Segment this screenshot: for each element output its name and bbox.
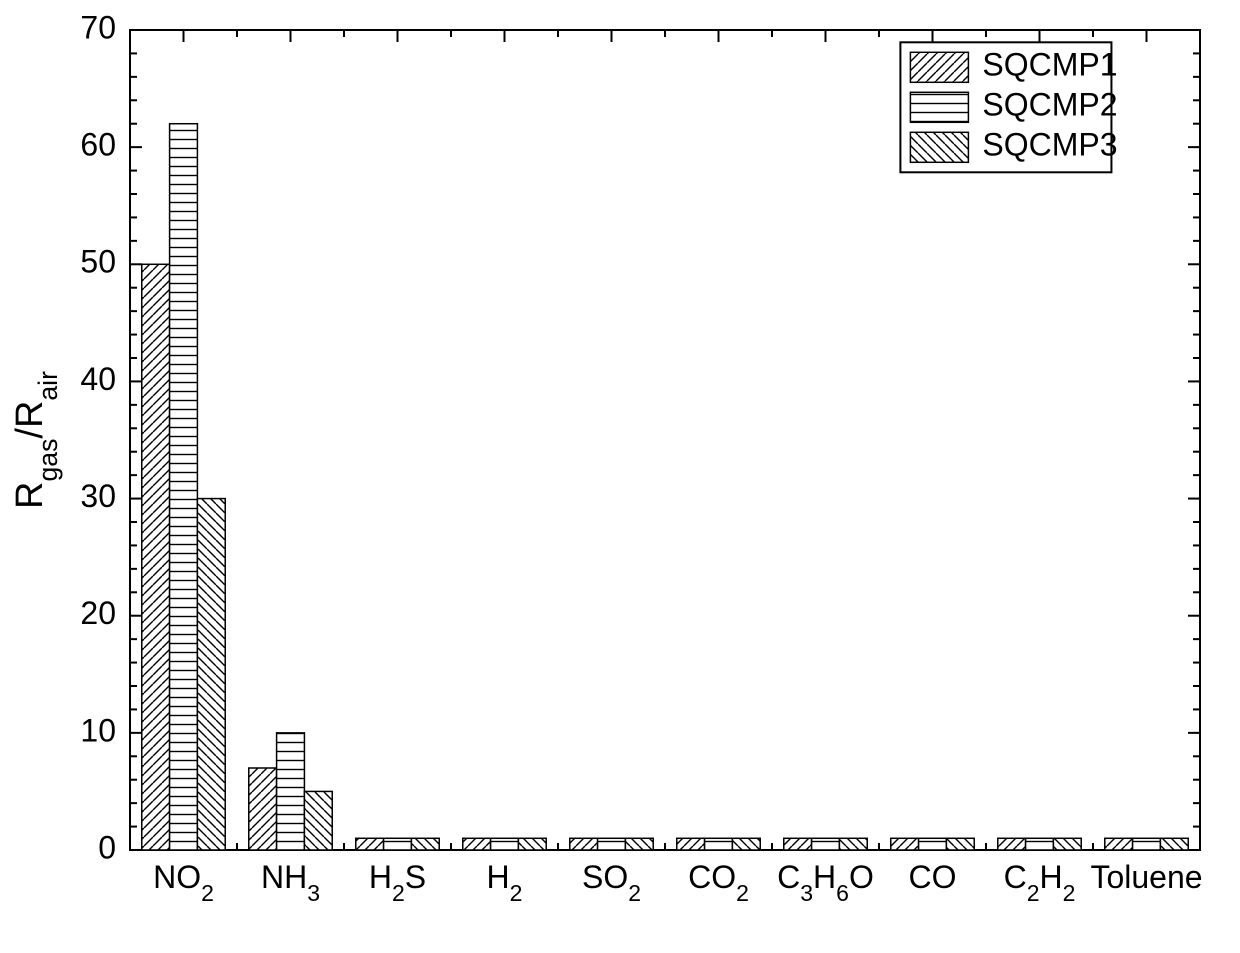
bar xyxy=(705,838,733,850)
y-tick-label: 40 xyxy=(80,361,116,397)
x-tick-label: CO xyxy=(909,859,957,895)
bar xyxy=(1026,838,1054,850)
bar xyxy=(570,838,598,850)
bar xyxy=(518,838,546,850)
x-tick-label: Toluene xyxy=(1090,859,1202,895)
chart-container: 010203040506070NO2NH3H2SH2SO2CO2C3H6OCOC… xyxy=(0,0,1240,953)
bar xyxy=(919,838,947,850)
bar xyxy=(1105,838,1133,850)
legend-label: SQCMP2 xyxy=(982,87,1117,123)
legend: SQCMP1 SQCMP2 SQCMP3 xyxy=(900,42,1117,172)
bar xyxy=(998,838,1026,850)
bar xyxy=(384,838,412,850)
y-tick-label: 0 xyxy=(98,829,116,865)
y-tick-label: 20 xyxy=(80,595,116,631)
bar xyxy=(491,838,519,850)
bar xyxy=(197,499,225,850)
bar xyxy=(356,838,384,850)
bar xyxy=(946,838,974,850)
bar xyxy=(625,838,653,850)
y-tick-label: 30 xyxy=(80,478,116,514)
bar xyxy=(249,768,277,850)
y-tick-label: 60 xyxy=(80,127,116,163)
bar xyxy=(891,838,919,850)
y-tick-label: 70 xyxy=(80,9,116,45)
bar xyxy=(598,838,626,850)
bar xyxy=(812,838,840,850)
bar xyxy=(463,838,491,850)
bar xyxy=(1053,838,1081,850)
bar xyxy=(304,791,332,850)
bar xyxy=(170,124,198,850)
legend-label: SQCMP1 xyxy=(982,47,1117,83)
bar-chart: 010203040506070NO2NH3H2SH2SO2CO2C3H6OCOC… xyxy=(0,0,1240,953)
bar xyxy=(1133,838,1161,850)
bar xyxy=(1160,838,1188,850)
bar xyxy=(732,838,760,850)
bar xyxy=(142,264,170,850)
y-tick-label: 10 xyxy=(80,712,116,748)
bar xyxy=(277,733,305,850)
bar xyxy=(677,838,705,850)
bar xyxy=(839,838,867,850)
bar xyxy=(411,838,439,850)
y-tick-label: 50 xyxy=(80,244,116,280)
legend-label: SQCMP3 xyxy=(982,127,1117,163)
bar xyxy=(784,838,812,850)
